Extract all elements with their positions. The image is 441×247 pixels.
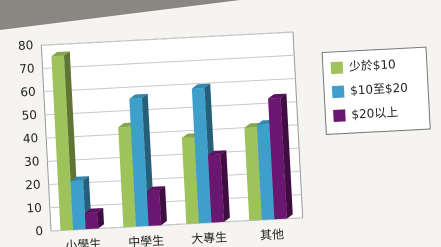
chart: 少於$10$10至$20$20以上 0 10 20 30 40 50 60 70 80 小學生 中學… (0, 0, 441, 247)
x-tick-label: 大專生 (191, 230, 228, 246)
y-tick-label: 50 (21, 108, 37, 123)
bar (147, 190, 161, 225)
y-tick-label: 20 (25, 177, 41, 192)
y-tick-label: 60 (20, 85, 36, 100)
y-tick-label: 70 (19, 61, 35, 76)
legend-label: $20以上 (351, 105, 399, 121)
y-tick-label: 0 (35, 224, 43, 238)
x-tick-label: 小學生 (65, 237, 102, 247)
bar (85, 212, 98, 229)
y-tick-label: 80 (18, 38, 34, 53)
legend-swatch (332, 85, 345, 98)
legend-label: 少於$10 (348, 56, 396, 73)
bar (71, 180, 86, 229)
legend-swatch (333, 109, 346, 122)
x-tick-label: 其他 (260, 227, 285, 242)
legend: 少於$10$10至$20$20以上 (322, 47, 430, 134)
legend-swatch (331, 61, 344, 74)
y-tick-label: 30 (24, 154, 40, 169)
y-tick-label: 10 (26, 201, 42, 216)
x-tick-label: 中學生 (128, 233, 165, 247)
y-tick-label: 40 (23, 131, 39, 146)
